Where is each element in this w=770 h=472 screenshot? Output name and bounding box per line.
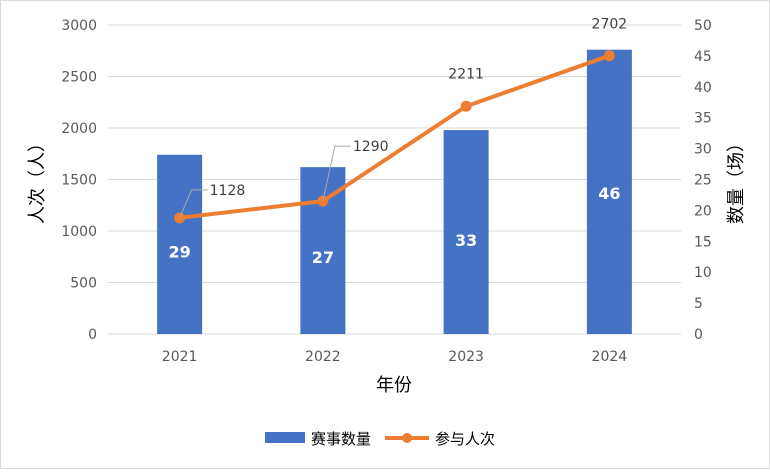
y-right-tick-label: 10: [694, 265, 712, 281]
legend-line-label: 参与人次: [435, 430, 495, 448]
y-left-tick-label: 2500: [61, 70, 97, 86]
x-tick-label: 2023: [448, 349, 484, 365]
line-series: 1128 1290 2211 2702: [174, 17, 627, 224]
y-right-tick-label: 50: [694, 18, 712, 34]
data-label-leader: [322, 145, 351, 202]
bar-data-label: 46: [598, 184, 620, 203]
legend: 赛事数量 参与人次: [265, 430, 495, 448]
x-axis-title: 年份: [376, 375, 412, 396]
right-axis-ticks: 0 5 10 15 20 25 30 35 40 45 50: [694, 18, 712, 343]
line-data-label: 1128: [210, 183, 246, 199]
gridlines: [108, 24, 681, 335]
bar: [300, 167, 346, 334]
y-right-tick-label: 40: [694, 80, 712, 96]
bar-data-label: 27: [312, 248, 334, 267]
x-tick-label: 2021: [162, 349, 198, 365]
line-point: [603, 50, 615, 62]
y-left-tick-label: 1000: [61, 224, 97, 240]
y-right-tick-label: 5: [694, 296, 703, 312]
y-axis-left-title: 人次（人）: [27, 134, 48, 224]
line-data-label: 2702: [592, 17, 628, 33]
y-left-tick-label: 2000: [61, 121, 97, 137]
y-left-tick-label: 500: [70, 276, 97, 292]
left-axis-ticks: 0 500 1000 1500 2000 2500 3000: [61, 18, 97, 343]
legend-bar-swatch: [265, 432, 305, 443]
y-right-tick-label: 25: [694, 173, 712, 189]
bar: [443, 130, 489, 334]
legend-line-marker: [402, 433, 412, 443]
y-right-tick-label: 0: [694, 327, 703, 343]
data-label-leader: [179, 189, 208, 219]
y-right-tick-label: 30: [694, 142, 712, 158]
x-tick-label: 2024: [592, 349, 628, 365]
y-right-tick-label: 20: [694, 203, 712, 219]
legend-bar-label: 赛事数量: [311, 430, 371, 448]
bar: [586, 49, 632, 334]
series-line: [179, 53, 611, 220]
y-right-tick-label: 15: [694, 234, 712, 250]
y-right-tick-label: 35: [694, 111, 712, 127]
y-left-tick-label: 1500: [61, 173, 97, 189]
y-left-tick-label: 0: [88, 327, 97, 343]
y-right-tick-label: 45: [694, 49, 712, 65]
line-point: [460, 100, 472, 112]
x-axis-ticks: 2021 2022 2023 2024: [162, 349, 627, 365]
bar: [157, 154, 203, 334]
y-axis-right-title: 数量（场）: [726, 134, 747, 224]
line-data-label: 1290: [353, 139, 389, 155]
bar-series: 29 27 33 46: [157, 49, 632, 334]
x-tick-label: 2022: [305, 349, 341, 365]
bar-data-label: 29: [168, 242, 190, 261]
bar-data-label: 33: [455, 231, 477, 250]
line-data-label: 2211: [448, 66, 484, 82]
y-left-tick-label: 3000: [61, 18, 97, 34]
